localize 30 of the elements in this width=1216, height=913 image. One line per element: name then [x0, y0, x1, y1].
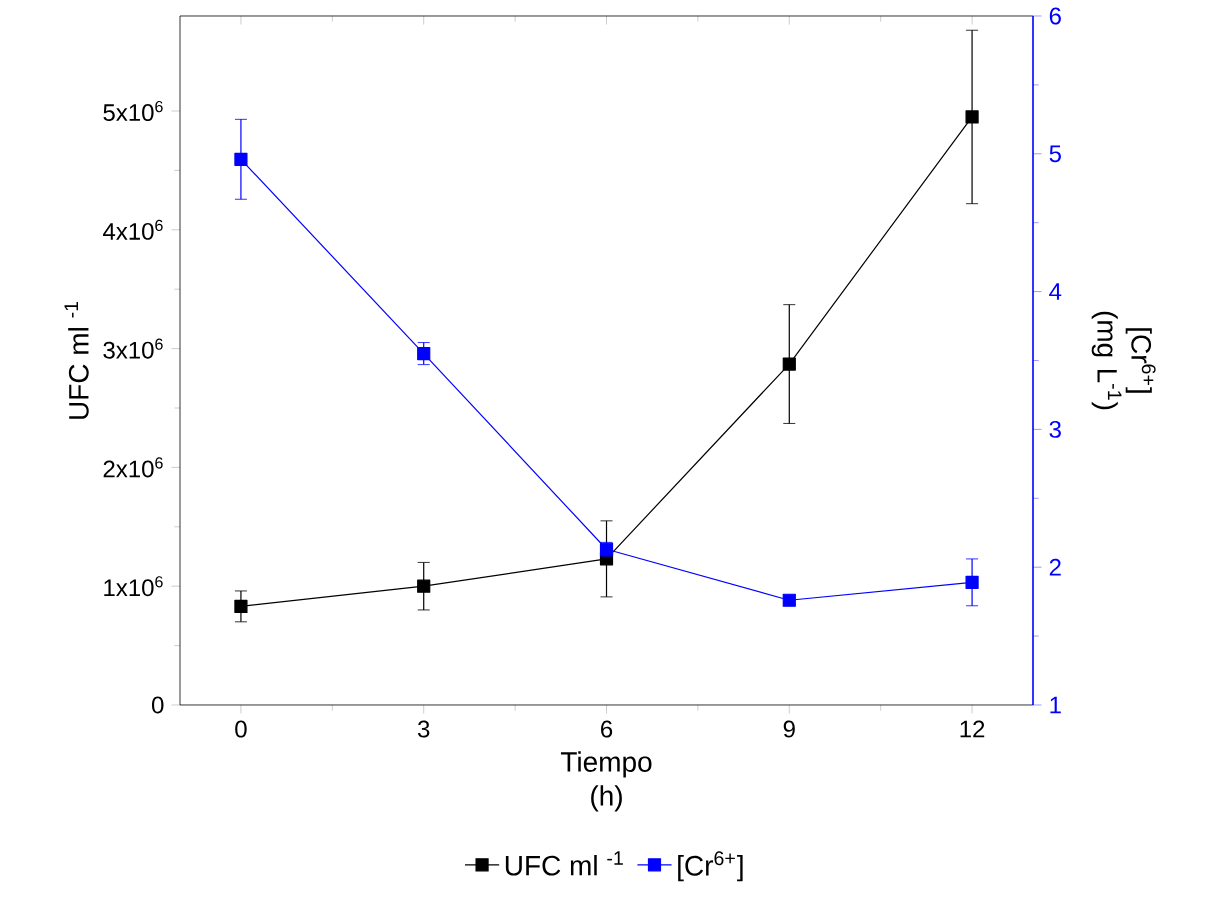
y-tick-label: 3x10$^{6}$ — [103, 338, 163, 359]
y2-tick-label: 6 — [1049, 7, 1061, 25]
point — [234, 599, 248, 613]
y2-tick-label: 4 — [1049, 283, 1062, 300]
point — [965, 110, 979, 124]
legend-label: UFC ml $^{-1}$ — [505, 851, 623, 876]
x-tick-label: 12 — [960, 720, 985, 738]
point — [234, 152, 248, 166]
point — [417, 579, 431, 593]
point — [782, 357, 796, 371]
y-tick-label: 5x10$^{6}$ — [103, 100, 163, 122]
point — [417, 346, 431, 361]
point — [782, 593, 796, 607]
y2-tick-label: 5 — [1049, 145, 1061, 163]
y-tick-label: 2x10$^{6}$ — [103, 457, 163, 478]
x-axis-title: Tiempo (h) — [560, 751, 652, 812]
x-tick-label: 6 — [601, 720, 613, 738]
y2-axis-title: [Cr$^{6+}$] (mg L$^{-1}$) — [1091, 311, 1156, 410]
x-tick-label: 9 — [783, 720, 795, 738]
y2-tick-label: 3 — [1049, 420, 1061, 438]
x-tick-label: 3 — [417, 720, 430, 738]
y-axis-title: UFC ml $^{-1}$ — [64, 301, 89, 419]
legend-label: [Cr$^{6+}$] — [678, 851, 743, 882]
y-tick-label: 0 — [151, 696, 164, 714]
x-tick-label: 0 — [235, 720, 247, 738]
point — [965, 575, 979, 589]
y-tick-label: 1x10$^{6}$ — [104, 576, 163, 597]
y-tick-label: 4x10$^{6}$ — [103, 219, 163, 240]
y2-tick-label: 1 — [1050, 696, 1061, 714]
y2-tick-label: 2 — [1049, 558, 1061, 576]
